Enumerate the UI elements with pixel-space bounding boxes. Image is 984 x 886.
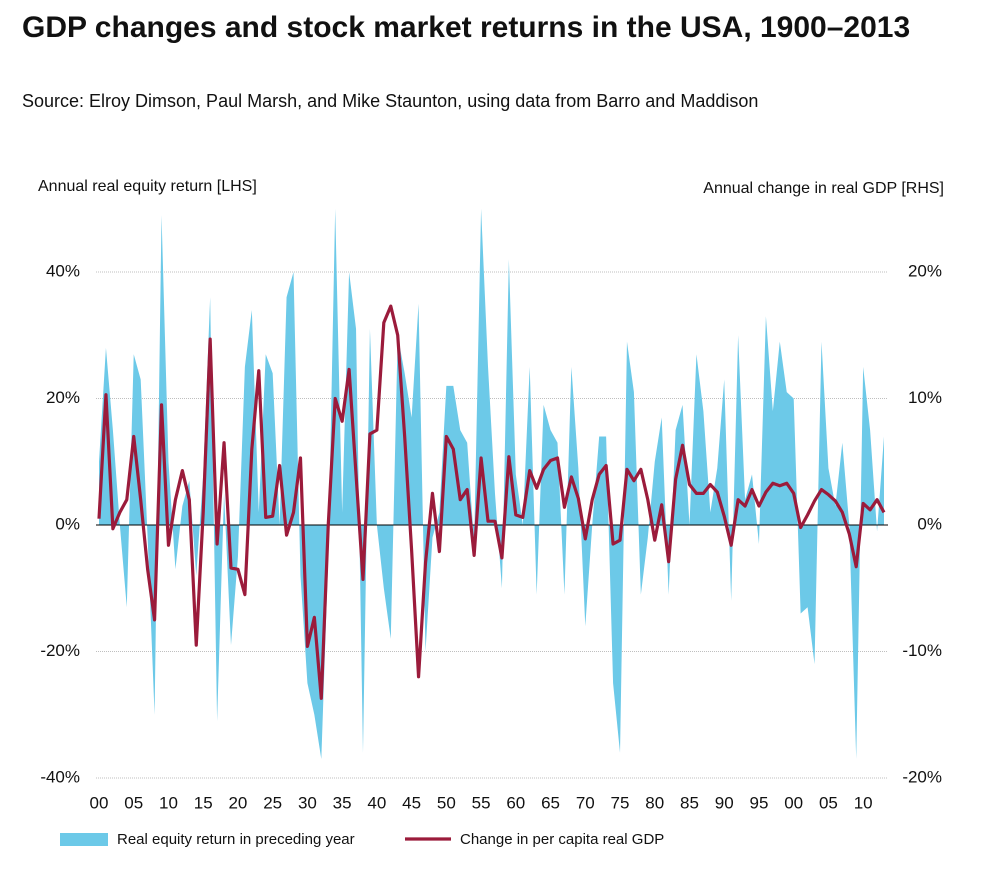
legend-swatch: [60, 833, 108, 846]
x-tick-label: 65: [541, 793, 560, 812]
x-tick-label: 40: [367, 793, 386, 812]
y-tick-label: 40%: [46, 261, 80, 280]
x-tick-label: 55: [472, 793, 491, 812]
x-tick-label: 30: [298, 793, 317, 812]
y2-tick-label: 20%: [908, 261, 942, 280]
y-tick-label: -20%: [40, 641, 80, 660]
x-tick-label: 80: [645, 793, 664, 812]
x-tick-label: 25: [263, 793, 282, 812]
x-tick-label: 20: [228, 793, 247, 812]
x-tick-label: 00: [784, 793, 803, 812]
x-tick-label: 70: [576, 793, 595, 812]
x-tick-label: 60: [506, 793, 525, 812]
x-tick-label: 35: [333, 793, 352, 812]
y2-axis-label: Annual change in real GDP [RHS]: [703, 180, 944, 197]
area: [99, 208, 884, 760]
x-tick-label: 05: [124, 793, 143, 812]
y2-tick-label: -10%: [902, 641, 942, 660]
y-tick-label: 0%: [55, 514, 80, 533]
x-tick-label: 00: [90, 793, 109, 812]
y-tick-label: 20%: [46, 388, 80, 407]
legend-label: Change in per capita real GDP: [460, 831, 664, 848]
x-tick-label: 10: [854, 793, 873, 812]
x-tick-label: 05: [819, 793, 838, 812]
x-tick-label: 15: [194, 793, 213, 812]
x-tick-label: 10: [159, 793, 178, 812]
legend-label: Real equity return in preceding year: [117, 831, 355, 848]
chart-subtitle: Source: Elroy Dimson, Paul Marsh, and Mi…: [22, 91, 758, 111]
y-axis-label: Annual real equity return [LHS]: [38, 178, 257, 195]
x-tick-label: 90: [715, 793, 734, 812]
x-tick-label: 45: [402, 793, 421, 812]
x-tick-label: 85: [680, 793, 699, 812]
y2-tick-label: 10%: [908, 388, 942, 407]
y-tick-label: -40%: [40, 767, 80, 786]
x-tick-label: 95: [749, 793, 768, 812]
y2-tick-label: -20%: [902, 767, 942, 786]
x-tick-label: 75: [611, 793, 630, 812]
line: [97, 304, 886, 700]
chart-title: GDP changes and stock market returns in …: [22, 11, 910, 44]
y2-tick-label: 0%: [917, 514, 942, 533]
x-tick-label: 50: [437, 793, 456, 812]
